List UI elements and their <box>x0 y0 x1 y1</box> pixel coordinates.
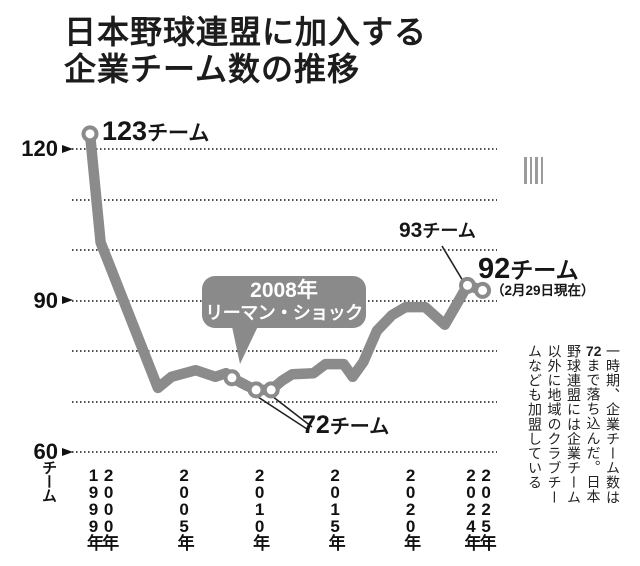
decorative-bar <box>535 157 538 184</box>
y-tick-label-120: 120 <box>21 136 58 161</box>
data-point-marker <box>459 276 476 294</box>
annotation-93-unit: チーム <box>422 221 476 241</box>
annotation-72-unit: チーム <box>329 416 390 438</box>
pointer-lines <box>257 245 464 430</box>
data-point-marker <box>247 381 265 399</box>
chart-title: 日本野球連盟に加入する 企業チーム数の推移 <box>64 14 427 88</box>
x-tick-label-2010: 2010年 <box>250 466 270 549</box>
lehman-callout-text: リーマン・ショック <box>205 303 363 323</box>
gridline-y120 <box>72 148 497 150</box>
decorative-bar <box>524 157 527 184</box>
pointer-line-72-a <box>257 396 308 430</box>
side-note-segment: まで落ち込んだ。日本野球連盟には企業チーム以外に地域のクラブチームなども加盟して… <box>527 344 602 505</box>
data-point-marker <box>223 369 241 387</box>
data-point-marker <box>262 381 280 399</box>
annotation-72-value: 72 <box>302 411 330 439</box>
x-tick-label-2000: 2000年 <box>99 466 119 549</box>
lehman-callout-tail <box>231 322 260 364</box>
decorative-bar <box>529 157 532 184</box>
pointer-line-72-b <box>271 395 313 428</box>
y-tick-label-90: 90 <box>33 287 58 313</box>
y-tick-arrow-icon-60 <box>62 447 73 456</box>
trend-line <box>84 128 488 396</box>
annotation-93-teams: 93チーム <box>399 217 476 243</box>
gridline-y100 <box>72 249 497 251</box>
side-note-number: 72 <box>586 344 602 358</box>
lehman-shock-callout: 2008年 リーマン・ショック <box>202 276 366 328</box>
pointer-line-93 <box>441 245 464 282</box>
side-note-text: 一時期、企業チーム数は72まで落ち込んだ。日本野球連盟には企業チーム以外に地域の… <box>522 344 622 507</box>
x-tick-label-2015: 2015年 <box>325 466 345 549</box>
lehman-callout-year: 2008年 <box>250 279 318 302</box>
annotation-92-unit: チーム <box>510 257 579 283</box>
y-tick-arrow-icon-90 <box>62 296 73 304</box>
gridline-y60 <box>72 451 497 453</box>
side-note-segment: 一時期、企業チーム数は <box>605 344 621 505</box>
annotation-123-teams: 123チーム <box>102 116 209 147</box>
data-point-marker <box>474 281 492 299</box>
x-tick-label-2005: 2005年 <box>174 466 194 549</box>
y-axis-unit-label: チーム <box>40 460 57 502</box>
annotation-123-value: 123 <box>102 116 148 146</box>
annotation-72-teams: 72チーム <box>302 410 389 440</box>
annotation-93-value: 93 <box>399 219 423 242</box>
chart-title-line1: 日本野球連盟に加入する <box>64 14 428 50</box>
annotation-92-teams: 92チーム <box>478 251 579 286</box>
x-tick-label-2025: 2025年 <box>476 466 496 549</box>
gridline-y80 <box>72 350 497 352</box>
decorative-bar <box>540 157 543 184</box>
x-tick-label-2020: 2020年 <box>401 466 421 549</box>
gridline-y110 <box>72 198 497 201</box>
y-tick-arrow-icon-120 <box>62 144 73 153</box>
annotation-92-date-note: （2月29日現在） <box>491 283 595 298</box>
x-tick-label-1999: 1999年 <box>84 466 103 549</box>
data-point-marker <box>81 125 99 143</box>
annotation-123-unit: チーム <box>147 122 210 145</box>
chart-title-line2: 企業チーム数の推移 <box>64 51 361 87</box>
y-tick-label-60: 60 <box>33 439 58 464</box>
gridline-y70 <box>72 400 497 403</box>
annotation-92-value: 92 <box>478 253 511 285</box>
x-tick-label-2024: 2024年 <box>461 466 481 549</box>
data-point-markers <box>81 125 492 399</box>
decorative-bars <box>524 157 543 184</box>
